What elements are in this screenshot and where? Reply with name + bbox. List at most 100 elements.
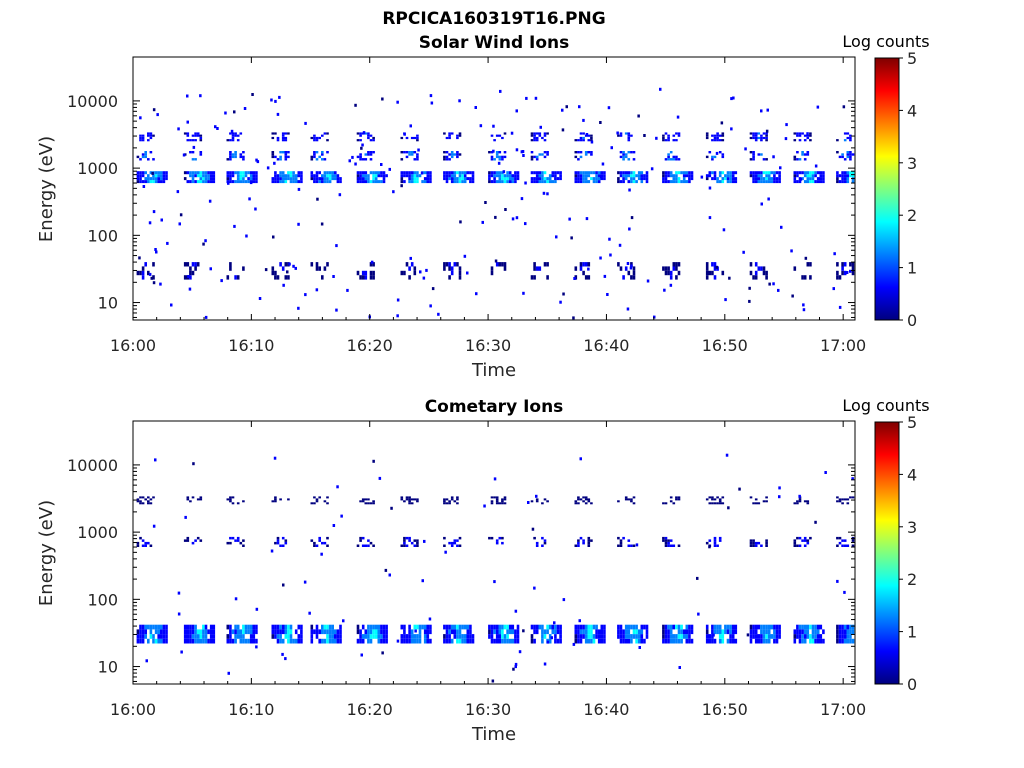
heatmap-cell: [779, 166, 782, 170]
heatmap-cell: [254, 207, 257, 211]
heatmap-cell: [456, 502, 459, 505]
heatmap-cell: [584, 634, 588, 639]
heatmap-cell: [645, 629, 649, 635]
heatmap-cell: [627, 174, 631, 178]
heatmap-cell: [182, 153, 186, 157]
heatmap-cell: [364, 174, 368, 178]
heatmap-cell: [664, 502, 668, 505]
heatmap-cell: [718, 536, 722, 540]
heatmap-cell: [726, 624, 730, 630]
heatmap-cell: [548, 634, 552, 639]
heatmap-cell: [136, 180, 140, 184]
heatmap-cell: [516, 174, 520, 178]
heatmap-cell: [516, 634, 520, 639]
heatmap-cell: [136, 155, 140, 159]
heatmap-cell: [421, 624, 424, 630]
heatmap-cell: [632, 266, 636, 271]
heatmap-cell: [239, 634, 243, 639]
heatmap-cell: [369, 139, 373, 142]
heatmap-cell: [619, 634, 623, 639]
heatmap-cell: [448, 624, 451, 630]
heatmap-cell: [798, 498, 802, 501]
heatmap-cell: [798, 494, 801, 498]
heatmap-cell: [416, 158, 419, 161]
heatmap-cell: [423, 629, 427, 635]
heatmap-cell: [495, 134, 499, 137]
heatmap-cell: [559, 171, 562, 175]
heatmap-cell: [554, 634, 557, 639]
heatmap-cell: [297, 180, 301, 184]
heatmap-cell: [453, 624, 457, 630]
heatmap-cell: [207, 629, 210, 635]
y-tick-label: 1000: [77, 159, 118, 178]
heatmap-cell: [849, 134, 852, 137]
heatmap-cell: [490, 634, 494, 639]
heatmap-cell: [752, 158, 755, 161]
heatmap-cell: [408, 180, 411, 184]
heatmap-cell: [838, 498, 842, 501]
heatmap-cell: [816, 638, 820, 644]
heatmap-cell: [822, 171, 825, 175]
heatmap-cell: [669, 180, 673, 184]
heatmap-cell: [154, 174, 158, 178]
heatmap-cell: [226, 498, 230, 501]
heatmap-cell: [450, 177, 454, 181]
heatmap-cell: [637, 171, 641, 175]
heatmap-cell: [725, 453, 729, 457]
heatmap-cell: [403, 634, 406, 639]
heatmap-cell: [346, 288, 349, 292]
heatmap-cell: [705, 634, 709, 639]
heatmap-cell: [149, 180, 153, 184]
heatmap-cell: [323, 638, 327, 644]
heatmap-cell: [408, 500, 411, 503]
heatmap-cell: [359, 132, 362, 135]
heatmap-cell: [323, 266, 327, 271]
heatmap-cell: [194, 629, 197, 635]
heatmap-cell: [617, 624, 620, 630]
heatmap-cell: [664, 139, 668, 142]
heatmap-cell: [809, 177, 812, 181]
heatmap-cell: [242, 174, 245, 178]
heatmap-cell: [592, 180, 596, 184]
heatmap-cell: [672, 158, 676, 161]
heatmap-cell: [632, 270, 636, 276]
heatmap-cell: [139, 638, 142, 644]
heatmap-cell: [342, 619, 345, 623]
heatmap-cell: [274, 624, 277, 630]
heatmap-cell: [640, 174, 644, 178]
heatmap-cell: [664, 634, 668, 639]
heatmap-cell: [765, 139, 768, 142]
heatmap-cell: [416, 544, 419, 547]
heatmap-cell: [488, 536, 491, 540]
heatmap-cell: [640, 638, 644, 644]
heatmap-cell: [340, 514, 343, 518]
heatmap-cell: [667, 136, 670, 140]
heatmap-cell: [632, 544, 636, 547]
heatmap-cell: [619, 180, 623, 184]
heatmap-cell: [675, 177, 678, 181]
heatmap-cell: [841, 498, 844, 501]
heatmap-cell: [335, 308, 338, 312]
heatmap-cell: [403, 171, 406, 175]
heatmap-cell: [287, 634, 290, 639]
heatmap-cell: [711, 502, 714, 505]
heatmap-cell: [458, 180, 462, 184]
heatmap-cell: [535, 171, 539, 175]
heatmap-cell: [582, 139, 585, 142]
heatmap-cell: [321, 158, 324, 161]
heatmap-cell: [721, 139, 725, 142]
heatmap-cell: [773, 174, 776, 178]
heatmap-cell: [279, 544, 282, 547]
heatmap-cell: [359, 153, 362, 156]
heatmap-cell: [498, 134, 502, 137]
heatmap-cell: [501, 136, 504, 140]
heatmap-cell: [380, 629, 383, 635]
heatmap-cell: [590, 171, 593, 175]
heatmap-cell: [381, 651, 384, 655]
heatmap-cell: [354, 162, 357, 166]
heatmap-cell: [147, 270, 150, 276]
heatmap-cell: [538, 174, 542, 178]
heatmap-cell: [749, 638, 753, 644]
heatmap-cell: [443, 177, 446, 181]
heatmap-cell: [619, 629, 623, 635]
